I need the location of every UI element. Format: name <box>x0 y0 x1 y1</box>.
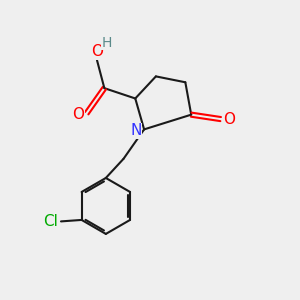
Text: Cl: Cl <box>43 214 58 229</box>
Text: O: O <box>92 44 104 59</box>
Text: O: O <box>223 112 235 127</box>
Text: N: N <box>130 123 142 138</box>
Text: O: O <box>73 107 85 122</box>
Text: H: H <box>101 35 112 50</box>
